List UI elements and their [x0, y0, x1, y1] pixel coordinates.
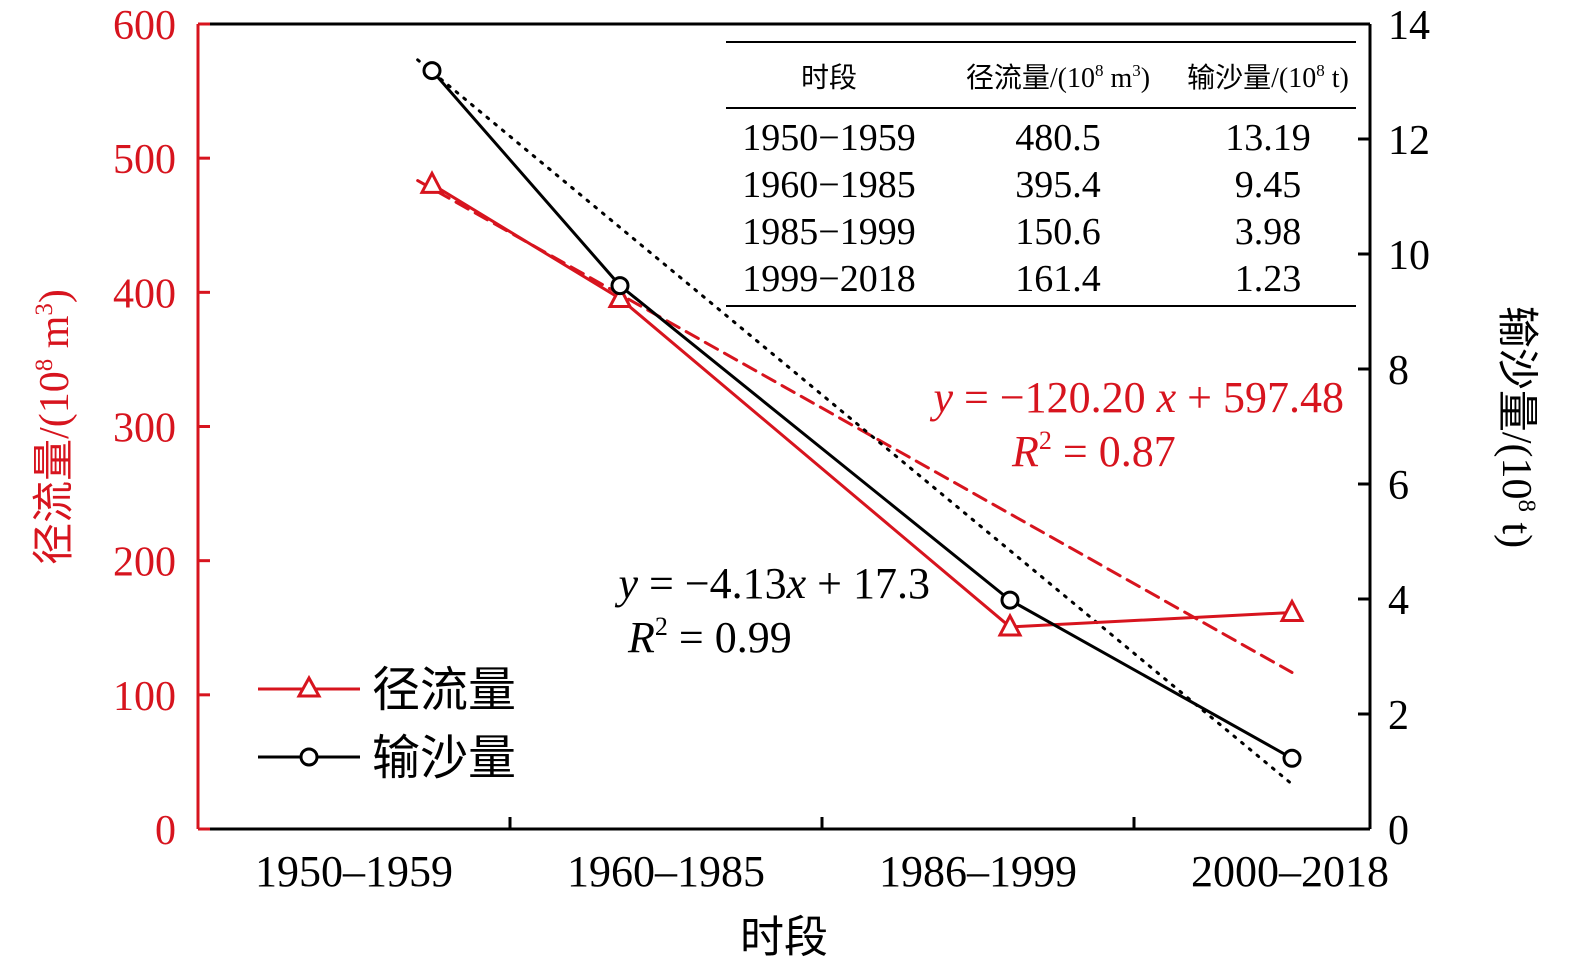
- right-axis-title-sup: 8: [1513, 500, 1540, 513]
- table-cell: 150.6: [1015, 211, 1101, 253]
- series-layer: [419, 61, 1305, 768]
- table-header-sediment-sup: 8: [1316, 61, 1325, 80]
- runoff-eq-y: y: [929, 373, 953, 422]
- legend-item-sediment: 输沙量: [258, 732, 516, 785]
- right-tick-label: 6: [1388, 463, 1409, 509]
- left-axis-title-mid: m: [32, 315, 78, 359]
- data-table: 时段 径流量/(108 m3) 输沙量/(108 t) 1950−1959 480…: [726, 41, 1356, 307]
- right-axis-ticks: 0 2 4 6 8 10 12 14: [1358, 3, 1430, 854]
- left-tick-label: 200: [113, 540, 176, 586]
- runoff-eq-rest: + 597.48: [1176, 373, 1344, 422]
- legend-sediment-label: 输沙量: [372, 732, 516, 785]
- table-header-sediment: 输沙量/(108 t): [1187, 61, 1349, 94]
- left-tick-label: 400: [113, 271, 176, 317]
- x-axis-title: 时段: [740, 913, 828, 962]
- legend-runoff-marker: [296, 674, 322, 698]
- sediment-r: R: [627, 613, 655, 662]
- right-tick-label: 12: [1388, 118, 1430, 164]
- table-header-sediment-end: t): [1325, 63, 1349, 94]
- legend-runoff-label: 径流量: [372, 664, 516, 717]
- left-tick-label: 600: [113, 3, 176, 49]
- table-header-runoff-main: 径流量/(10: [966, 62, 1095, 94]
- sediment-marker: [610, 276, 630, 296]
- left-tick-label: 100: [113, 674, 176, 720]
- sediment-eq-x: x: [786, 559, 807, 608]
- runoff-equation-line1: y = −120.20 x + 597.48: [929, 373, 1344, 422]
- left-tick-label: 0: [155, 808, 176, 854]
- left-tick-label: 300: [113, 406, 176, 452]
- sediment-line: [430, 69, 1293, 760]
- sediment-equation-line2: R2 = 0.99: [627, 612, 792, 662]
- sediment-equation-line1: y = −4.13x + 17.3: [614, 559, 930, 608]
- sediment-eq-rest: + 17.3: [806, 559, 930, 608]
- right-axis-title-main: 输沙量/(10: [1493, 306, 1539, 500]
- runoff-equation-line2: R2 = 0.87: [1011, 426, 1176, 476]
- sediment-r-val: = 0.99: [668, 613, 792, 662]
- runoff-marker: [997, 612, 1023, 637]
- left-axis-title-end: ): [32, 289, 78, 303]
- sediment-trendline: [416, 58, 1294, 786]
- x-tick-label: 1960–1985: [567, 847, 765, 896]
- left-axis-title-main: 径流量/(10: [32, 371, 78, 565]
- table-cell: 1950−1959: [742, 117, 915, 159]
- right-axis-title-end: t): [1493, 512, 1539, 548]
- runoff-r-sup: 2: [1039, 426, 1052, 455]
- table-cell: 480.5: [1015, 117, 1101, 159]
- sediment-r-sup: 2: [655, 612, 668, 641]
- right-tick-label: 14: [1388, 3, 1430, 49]
- table-cell: 1985−1999: [742, 211, 915, 253]
- table-cell: 161.4: [1015, 258, 1101, 300]
- table-cell: 1999−2018: [742, 258, 915, 300]
- table-body: 1950−1959 480.5 13.19 1960−1985 395.4 9.45 198…: [742, 117, 1310, 300]
- right-tick-label: 8: [1388, 348, 1409, 394]
- left-axis-title: 径流量/(108 m3): [31, 289, 78, 565]
- legend: 径流量 输沙量: [258, 664, 516, 785]
- table-cell: 3.98: [1235, 211, 1302, 253]
- runoff-marker: [1279, 598, 1305, 622]
- right-tick-label: 0: [1388, 808, 1409, 854]
- table-cell: 9.45: [1235, 164, 1302, 206]
- x-tick-label: 1986–1999: [879, 847, 1077, 896]
- right-tick-label: 10: [1388, 233, 1430, 279]
- table-header-runoff-mid: m: [1104, 63, 1133, 94]
- sediment-equation: y = −4.13x + 17.3 R2 = 0.99: [614, 559, 930, 662]
- x-axis-ticks: 1950–1959 1960–1985 1986–1999 2000–2018: [255, 817, 1389, 896]
- table-header-runoff: 径流量/(108 m3): [966, 61, 1150, 94]
- x-tick-label: 2000–2018: [1191, 847, 1389, 896]
- sediment-marker: [1282, 748, 1302, 768]
- left-axis-ticks: 0 100 200 300 400 500 600: [113, 3, 210, 854]
- table-header-sediment-main: 输沙量/(10: [1187, 62, 1316, 94]
- runoff-eq-eq: = −120.20: [953, 373, 1157, 422]
- right-tick-label: 2: [1388, 693, 1409, 739]
- runoff-eq-x: x: [1156, 373, 1177, 422]
- table-header-runoff-sup: 8: [1095, 61, 1104, 80]
- table-header-runoff-sup2: 3: [1132, 61, 1141, 80]
- left-axis-title-sup: 8: [31, 359, 58, 372]
- table-cell: 1960−1985: [742, 164, 915, 206]
- x-tick-label: 1950–1959: [255, 847, 453, 896]
- table-cell: 1.23: [1235, 258, 1302, 300]
- sediment-marker: [422, 61, 442, 81]
- runoff-equation: y = −120.20 x + 597.48 R2 = 0.87: [929, 373, 1344, 476]
- table-cell: 395.4: [1015, 164, 1101, 206]
- left-axis-title-sup2: 3: [31, 303, 58, 316]
- legend-item-runoff: 径流量: [258, 664, 516, 717]
- runoff-r-val: = 0.87: [1052, 427, 1176, 476]
- runoff-r: R: [1011, 427, 1039, 476]
- sediment-eq-eq: = −4.13: [638, 559, 787, 608]
- legend-sediment-marker: [299, 747, 319, 767]
- right-tick-label: 4: [1388, 578, 1409, 624]
- table-header-period: 时段: [801, 62, 857, 94]
- sediment-eq-y: y: [614, 559, 638, 608]
- runoff-marker: [419, 170, 445, 194]
- table-cell: 13.19: [1225, 117, 1311, 159]
- sediment-marker: [1000, 590, 1020, 610]
- runoff-marker: [607, 284, 633, 309]
- right-axis-title: 输沙量/(108 t): [1493, 306, 1540, 548]
- runoff-line: [431, 183, 1293, 629]
- table-header-runoff-end: ): [1141, 63, 1150, 94]
- left-tick-label: 500: [113, 137, 176, 183]
